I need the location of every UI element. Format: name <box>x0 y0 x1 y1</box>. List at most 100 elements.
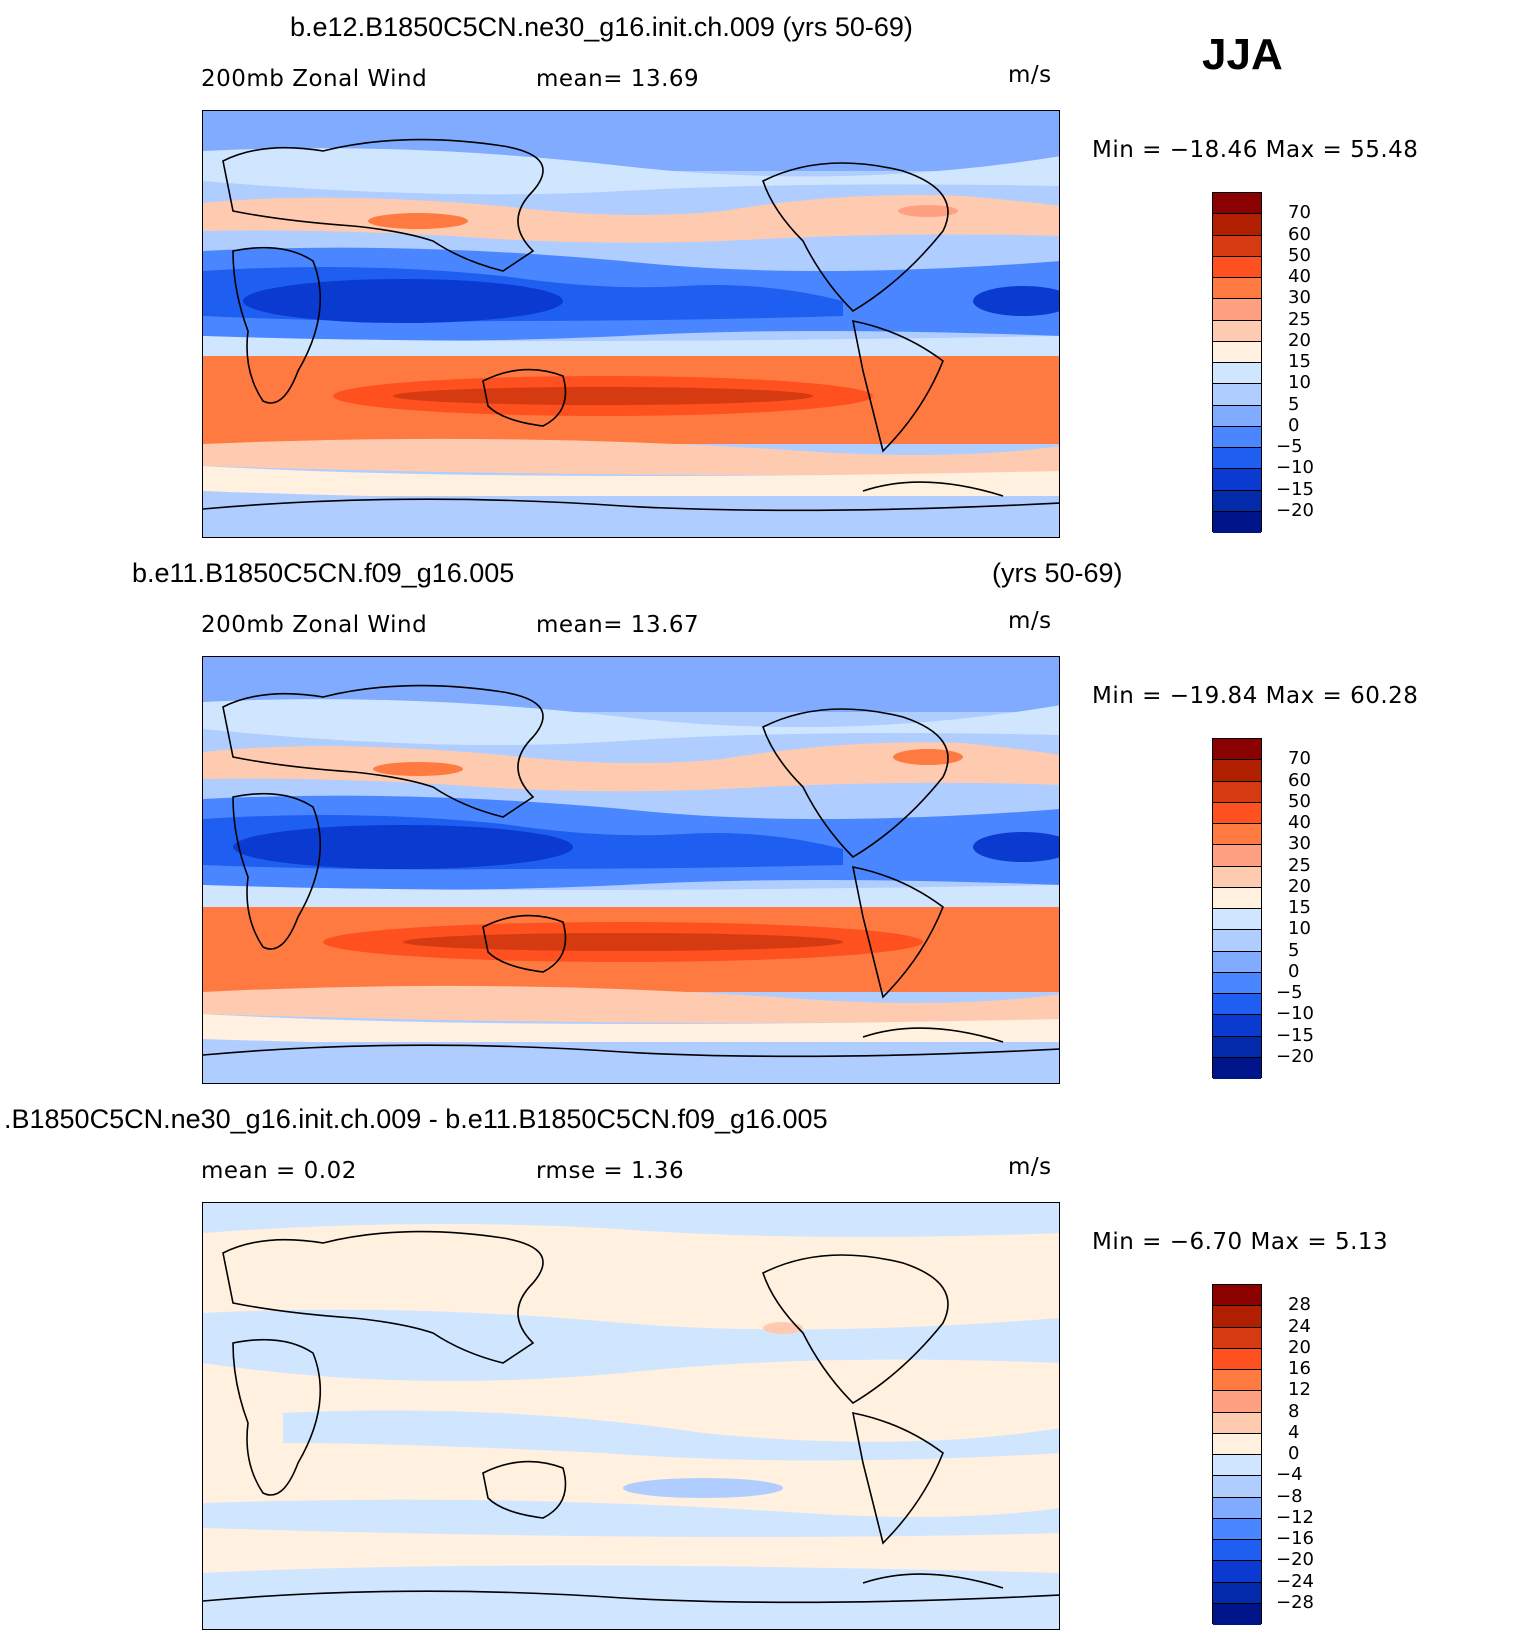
panel-title: .B1850C5CN.ne30_g16.init.ch.009 - b.e11.… <box>4 1104 828 1134</box>
easterly-core <box>243 279 563 323</box>
band-light <box>203 148 1059 195</box>
colorbar-swatch <box>1213 214 1261 236</box>
colorbar-swatch <box>1213 426 1261 448</box>
colorbar-swatch <box>1213 363 1261 385</box>
map-panel-3 <box>202 1202 1060 1630</box>
colorbar-label: −20 <box>1276 1045 1314 1067</box>
jet-core <box>393 387 813 405</box>
map-panel-2 <box>202 656 1060 1084</box>
colorbar-swatch <box>1213 278 1261 300</box>
colorbar-label: 0 <box>1288 960 1300 982</box>
colorbar-swatch <box>1213 909 1261 931</box>
colorbar-swatch <box>1213 1036 1261 1058</box>
colorbar-label: 5 <box>1288 939 1300 961</box>
colorbar-label: 0 <box>1288 414 1300 436</box>
colorbar-label: −20 <box>1276 499 1314 521</box>
colorbar-swatch <box>1213 824 1261 846</box>
colorbar-swatch <box>1213 320 1261 342</box>
jet-core <box>373 762 463 776</box>
colorbar-swatch <box>1213 781 1261 803</box>
colorbar-swatch <box>1213 887 1261 909</box>
colorbar-swatch <box>1213 760 1261 782</box>
colorbar-swatch <box>1213 994 1261 1016</box>
minmax-label: Min = −6.70 Max = 5.13 <box>1092 1229 1389 1255</box>
colorbar-label: 0 <box>1288 1443 1300 1464</box>
panel-title-suffix: (yrs 50-69) <box>992 558 1123 588</box>
colorbar-swatch <box>1213 1433 1261 1455</box>
jet-core <box>893 749 963 765</box>
coastlines <box>203 138 1059 512</box>
colorbar-label: 12 <box>1288 1379 1311 1401</box>
easterly-core <box>233 825 573 869</box>
colorbar-label: 25 <box>1288 308 1311 330</box>
colorbar-label: −15 <box>1276 1024 1314 1046</box>
colorbar-label: −15 <box>1276 478 1314 500</box>
colorbar-swatch <box>1213 1327 1261 1349</box>
mean-label: mean = 0.02 <box>201 1158 357 1184</box>
colorbar-swatch <box>1213 1015 1261 1037</box>
colorbar-swatch <box>1213 384 1261 406</box>
colorbar-swatch <box>1213 845 1261 867</box>
colorbar-label: −24 <box>1276 1570 1314 1592</box>
colorbar-swatch <box>1213 1370 1261 1392</box>
units-label: m/s <box>1008 608 1052 634</box>
positive-core <box>763 1322 803 1334</box>
mean-label: mean= 13.67 <box>536 612 700 638</box>
band-light <box>203 438 1059 475</box>
colorbar-swatch <box>1213 1391 1261 1413</box>
zonal-wind-map <box>203 657 1059 1083</box>
colorbar-label: −12 <box>1276 1506 1314 1528</box>
colorbar-swatch <box>1213 1057 1261 1079</box>
units-label: m/s <box>1008 1154 1052 1180</box>
colorbar-swatch <box>1213 1603 1261 1625</box>
colorbar-swatch <box>1213 1476 1261 1498</box>
colorbar-label: 25 <box>1288 854 1311 876</box>
band-negative <box>203 1309 1059 1381</box>
colorbar-swatch <box>1213 1518 1261 1540</box>
colorbar-swatch <box>1213 1582 1261 1604</box>
colorbar-swatch <box>1213 951 1261 973</box>
colorbar-swatch <box>1213 1561 1261 1583</box>
jet-core <box>368 213 468 229</box>
panel-title: b.e12.B1850C5CN.ne30_g16.init.ch.009 (yr… <box>290 12 913 42</box>
band-negative <box>203 1203 1059 1237</box>
colorbar-swatch <box>1213 341 1261 363</box>
colorbar-label: 70 <box>1288 748 1311 770</box>
band-polar-south <box>203 1042 1059 1083</box>
colorbar-label: 15 <box>1288 351 1311 372</box>
colorbar-label: 20 <box>1288 1336 1311 1358</box>
band-light <box>203 466 1059 500</box>
colorbar-swatch <box>1213 1348 1261 1370</box>
band-polar-south <box>203 496 1059 537</box>
difference-map <box>203 1203 1059 1629</box>
colorbar-label: 40 <box>1288 812 1311 833</box>
colorbar-label: −4 <box>1276 1464 1303 1486</box>
colorbar-swatch <box>1213 1285 1261 1307</box>
band-north-jet <box>203 742 1059 792</box>
colorbar-label: 20 <box>1288 875 1311 897</box>
colorbar-swatch <box>1213 866 1261 888</box>
colorbar-swatch <box>1213 1455 1261 1477</box>
colorbar-label: −16 <box>1276 1528 1314 1549</box>
band-light <box>203 885 1059 910</box>
band-light <box>203 1014 1059 1047</box>
minmax-label: Min = −18.46 Max = 55.48 <box>1092 137 1419 163</box>
colorbar-label: −10 <box>1276 1003 1314 1025</box>
colorbar-label: 40 <box>1288 266 1311 287</box>
band-negative <box>283 1410 1059 1461</box>
colorbar-label: −5 <box>1276 436 1303 457</box>
colorbar-swatch <box>1213 235 1261 257</box>
colorbar-label: 70 <box>1288 202 1311 224</box>
colorbar-label: 30 <box>1288 833 1311 855</box>
colorbar-label: 8 <box>1288 1400 1300 1422</box>
mean-label: mean= 13.69 <box>536 66 700 92</box>
jet-core <box>898 205 958 217</box>
panel-title: b.e11.B1850C5CN.f09_g16.005 <box>132 558 515 588</box>
jet-core <box>403 933 843 951</box>
colorbar-swatch <box>1213 469 1261 491</box>
colorbar-label: −20 <box>1276 1549 1314 1571</box>
colorbar-swatch <box>1213 1306 1261 1328</box>
negative-core <box>623 1478 783 1498</box>
colorbar-label: 60 <box>1288 223 1311 245</box>
colorbar-swatch <box>1213 1497 1261 1519</box>
